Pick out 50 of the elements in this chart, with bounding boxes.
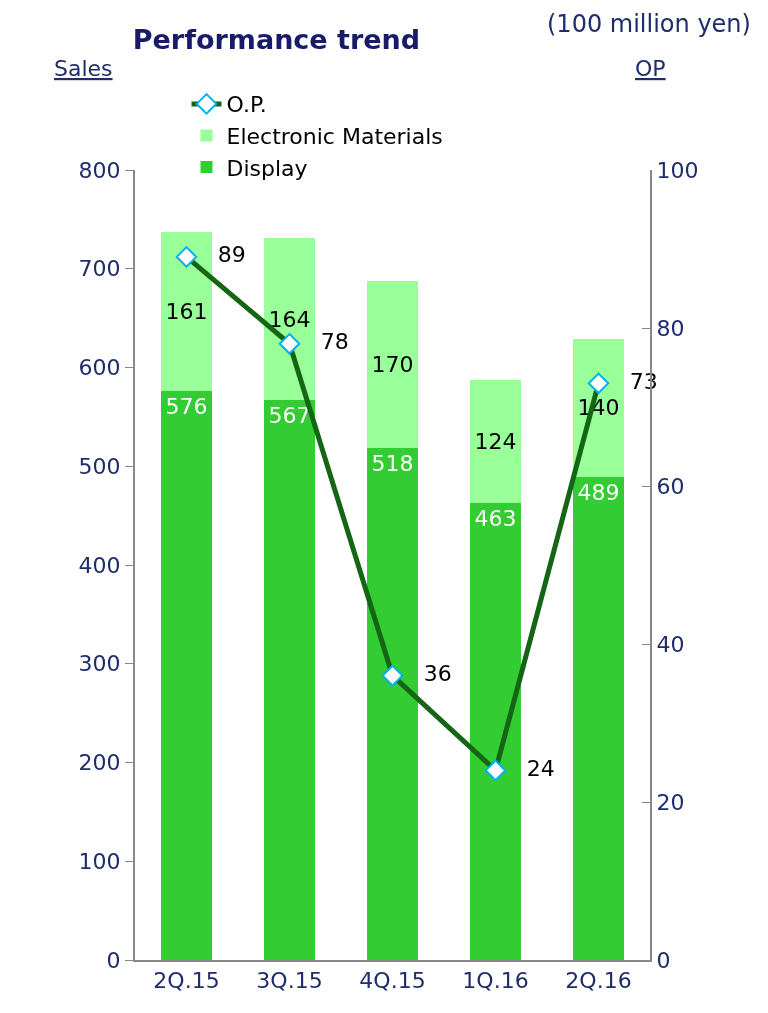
y-tick-label: 500 — [78, 453, 121, 479]
legend-label: Electronic Materials — [226, 124, 443, 150]
y-tick-label: 400 — [78, 552, 121, 578]
bar — [366, 280, 419, 449]
legend-label: Display — [226, 155, 308, 181]
data-label: 518 — [371, 451, 414, 477]
x-tick-label: 2Q.15 — [153, 968, 220, 994]
bar — [263, 238, 316, 401]
data-label: 576 — [165, 394, 208, 420]
data-label: 567 — [268, 403, 311, 429]
data-label: 164 — [268, 306, 311, 332]
y-tick-label: 300 — [78, 651, 121, 677]
data-label: 36 — [402, 661, 452, 687]
y2-tick-label: 0 — [656, 947, 671, 973]
bar — [160, 391, 213, 960]
y-tick-label: 100 — [78, 848, 121, 874]
y2-tick-label: 40 — [656, 631, 685, 657]
data-label: 24 — [505, 755, 555, 781]
data-label: 161 — [165, 299, 208, 325]
y2-tick-label: 20 — [656, 789, 685, 815]
bar — [469, 502, 522, 960]
text: (100 million yen) — [547, 10, 751, 38]
bar — [572, 477, 625, 960]
x-tick-label: 2Q.16 — [565, 968, 632, 994]
chart-title: Performance trend — [132, 24, 421, 56]
y2-tick-label: 60 — [656, 473, 685, 499]
data-label: 489 — [577, 480, 620, 506]
x-tick-label: 4Q.15 — [359, 968, 426, 994]
y2-tick-label: 100 — [656, 157, 699, 183]
data-label: 463 — [474, 505, 517, 531]
bar — [366, 448, 419, 960]
bar — [572, 338, 625, 478]
y-tick-label: 0 — [106, 947, 121, 973]
data-label: 78 — [320, 329, 349, 355]
legend-label: O.P. — [226, 92, 267, 118]
y2-tick-label: 80 — [656, 315, 685, 341]
y-tick-label: 200 — [78, 750, 121, 776]
bar — [160, 232, 213, 392]
x-tick-label: 1Q.16 — [462, 968, 529, 994]
y2-axis-title: OP — [635, 56, 666, 81]
bar — [469, 380, 522, 503]
y-axis-title: Sales — [54, 56, 113, 81]
data-label: 170 — [371, 352, 414, 378]
x-tick-label: 3Q.15 — [256, 968, 323, 994]
data-label: 89 — [196, 242, 246, 268]
data-label: 124 — [474, 429, 517, 455]
y-tick-label: 600 — [78, 355, 121, 381]
y-tick-label: 700 — [78, 256, 121, 282]
y-tick-label: 800 — [78, 157, 121, 183]
bar — [263, 400, 316, 960]
